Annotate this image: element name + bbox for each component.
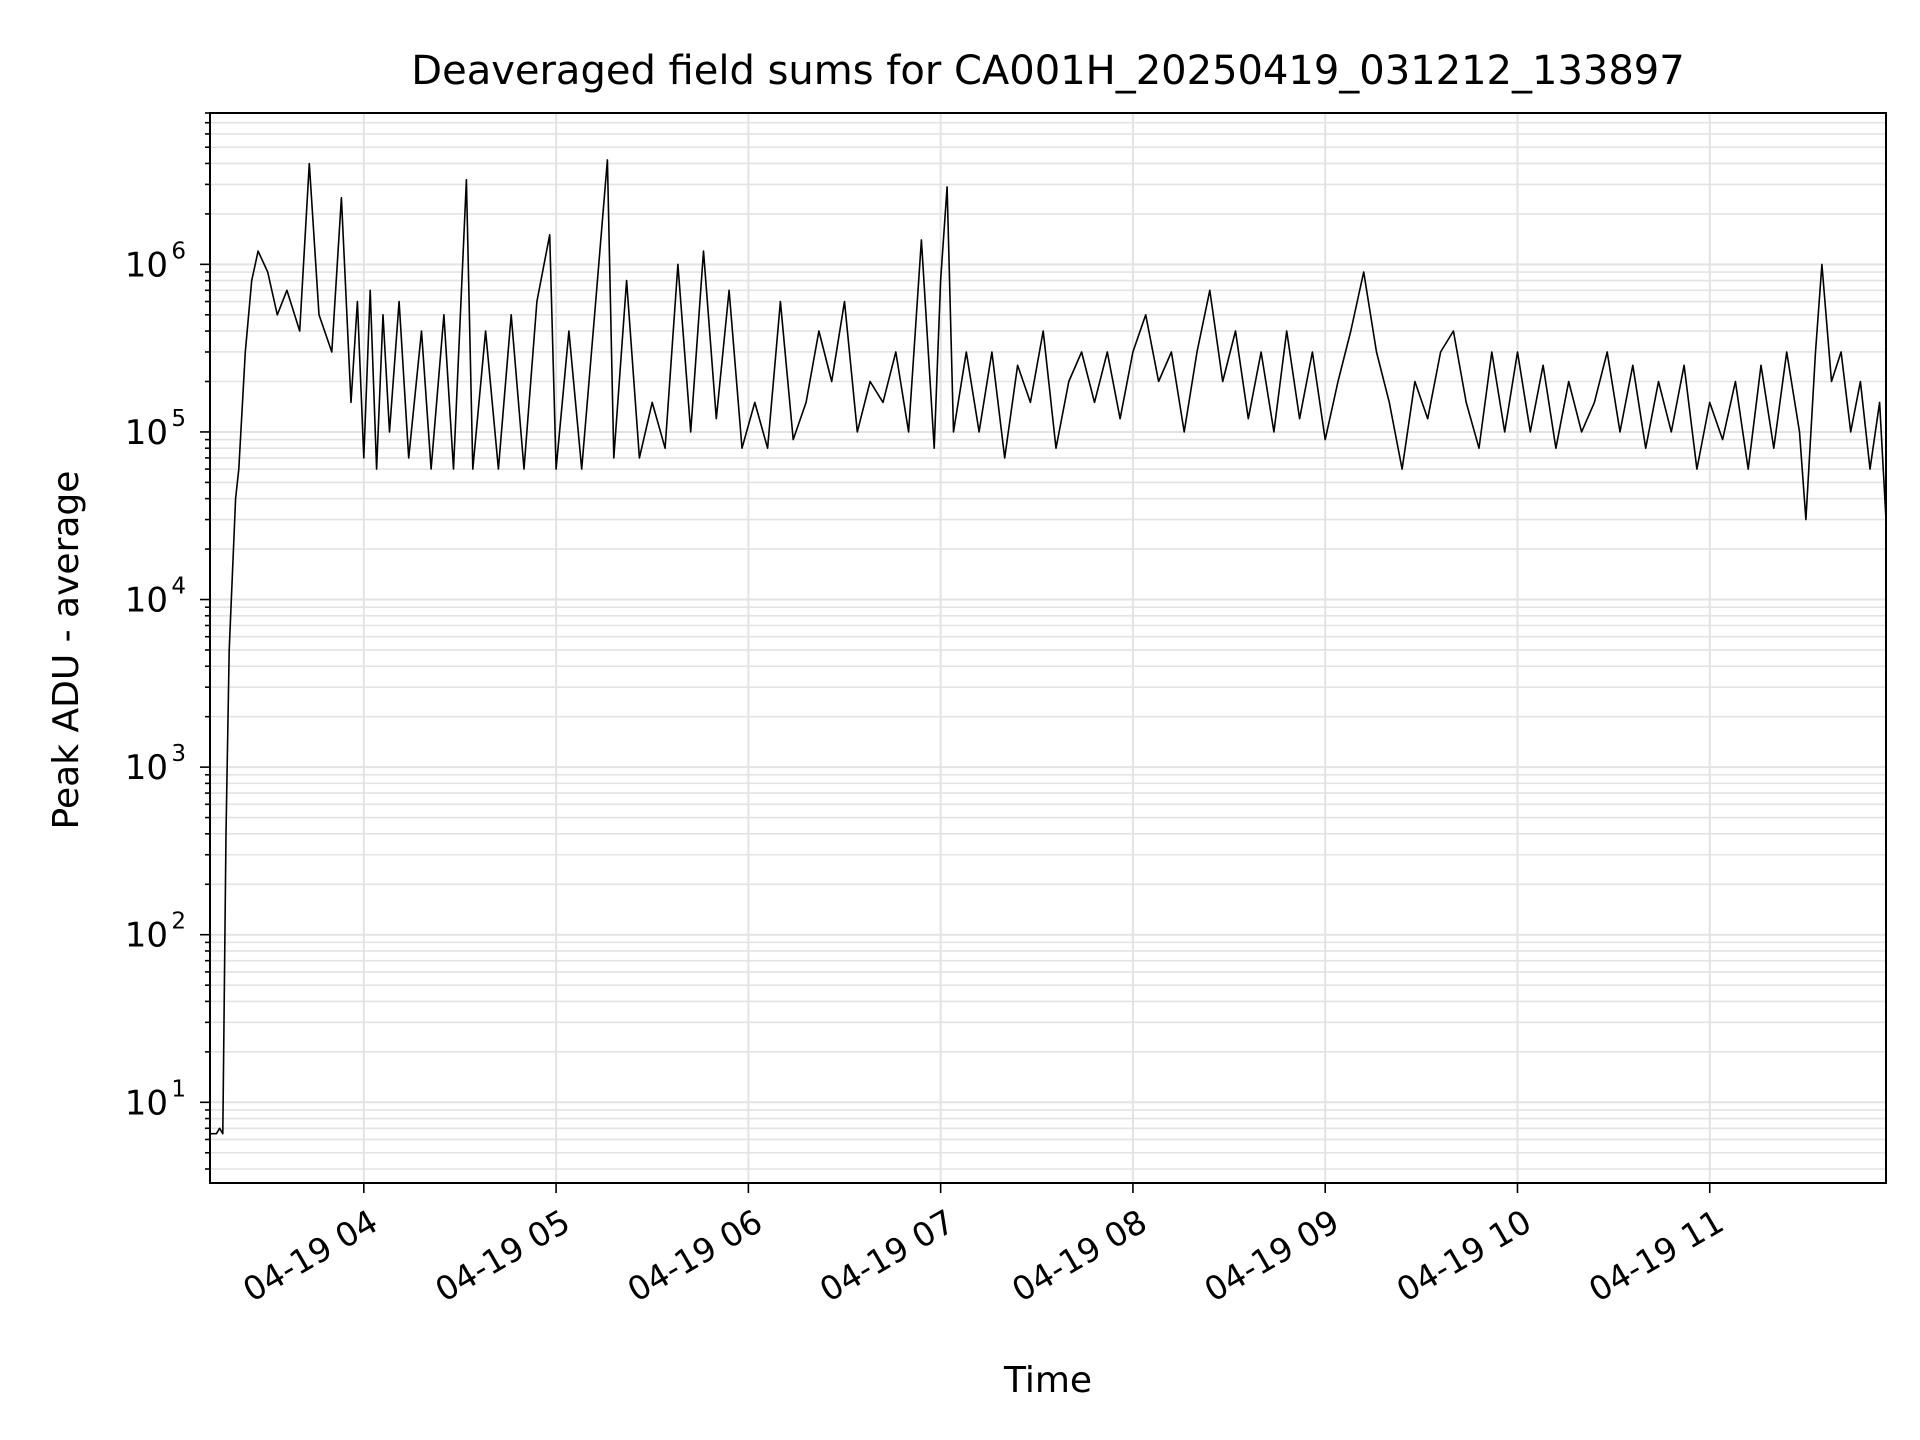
y-tick-exponent: 3: [171, 741, 186, 767]
y-tick-label: 10: [125, 748, 168, 788]
series-layer: [210, 159, 1887, 1135]
series-line: [210, 159, 1887, 1135]
y-tick-label: 10: [125, 1083, 168, 1123]
y-tick-exponent: 4: [171, 574, 186, 600]
y-tick-exponent: 2: [171, 909, 186, 935]
y-tick-exponent: 5: [171, 406, 186, 432]
y-tick-label: 10: [125, 245, 168, 285]
axes-frame: [209, 112, 1887, 1184]
y-axis-label: Peak ADU - average: [46, 471, 87, 830]
y-tick-exponent: 1: [171, 1076, 186, 1102]
x-axis-label: Time: [1003, 1360, 1092, 1401]
y-tick-label: 10: [125, 916, 168, 956]
y-tick-exponent: 6: [171, 238, 186, 264]
grid: [210, 112, 1886, 1183]
y-tick-label: 10: [125, 413, 168, 453]
y-tick-label: 10: [125, 581, 168, 621]
chart-title: Deaveraged field sums for CA001H_2025041…: [411, 48, 1684, 94]
